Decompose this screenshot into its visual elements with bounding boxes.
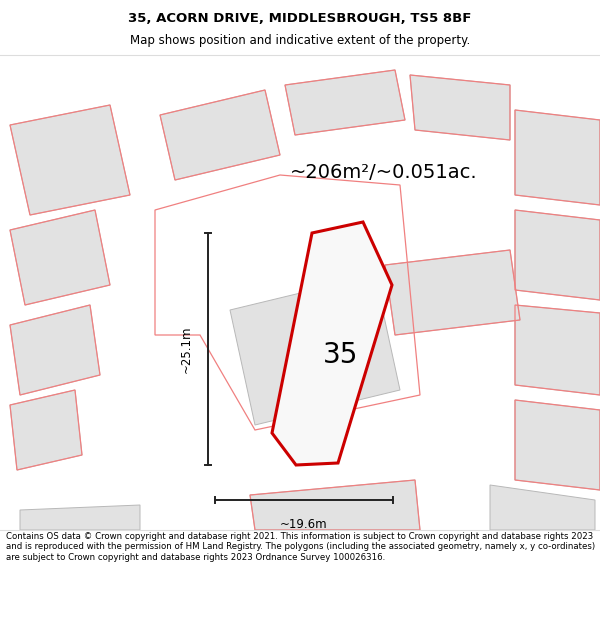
Polygon shape — [385, 250, 520, 335]
Polygon shape — [20, 505, 140, 530]
Polygon shape — [0, 445, 600, 520]
Polygon shape — [160, 90, 280, 180]
Polygon shape — [515, 400, 600, 490]
Polygon shape — [515, 305, 600, 395]
Polygon shape — [410, 75, 510, 140]
Polygon shape — [230, 275, 400, 425]
Polygon shape — [272, 222, 392, 465]
Text: 35, ACORN DRIVE, MIDDLESBROUGH, TS5 8BF: 35, ACORN DRIVE, MIDDLESBROUGH, TS5 8BF — [128, 12, 472, 25]
Polygon shape — [490, 485, 595, 530]
Polygon shape — [45, 55, 240, 530]
Polygon shape — [10, 210, 110, 305]
Polygon shape — [515, 210, 600, 300]
Text: ~206m²/~0.051ac.: ~206m²/~0.051ac. — [290, 163, 478, 182]
Polygon shape — [0, 55, 600, 115]
Polygon shape — [250, 480, 420, 530]
Text: 35: 35 — [323, 341, 359, 369]
Polygon shape — [350, 55, 570, 530]
Polygon shape — [10, 105, 130, 215]
Polygon shape — [10, 305, 100, 395]
Text: ~19.6m: ~19.6m — [280, 518, 328, 531]
Polygon shape — [285, 70, 405, 135]
Polygon shape — [515, 110, 600, 205]
Text: ~25.1m: ~25.1m — [179, 325, 193, 372]
Text: Map shows position and indicative extent of the property.: Map shows position and indicative extent… — [130, 34, 470, 47]
Text: Contains OS data © Crown copyright and database right 2021. This information is : Contains OS data © Crown copyright and d… — [6, 532, 595, 562]
Polygon shape — [10, 390, 82, 470]
